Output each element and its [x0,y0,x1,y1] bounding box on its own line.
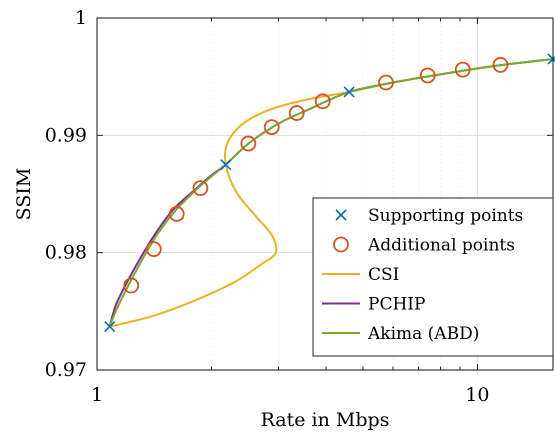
series-markers [104,53,555,333]
legend-label: CSI [368,265,399,285]
legend-swatch [335,209,347,221]
y-tick-label: 0.97 [45,359,87,381]
legend: Supporting points Additional points CSI PCH… [312,197,554,357]
additional-points-marker [288,105,305,121]
additional-points-marker [263,119,280,136]
legend-item-csi: CSI [322,265,399,285]
additional-points-marker [454,61,471,78]
legend-label: Supporting points [368,206,523,226]
additional-points-marker [240,135,257,152]
legend-label: Additional points [367,236,515,256]
plot-frame [96,17,554,371]
additional-points-marker [168,206,185,222]
x-tick-label: 1 [91,384,103,406]
additional-points-marker [314,93,331,110]
legend-box [312,197,554,357]
y-axis-title: SSIM [13,168,35,221]
additional-points-marker [378,74,394,91]
additional-points-marker [419,67,436,84]
supporting-points-marker [343,86,355,98]
legend-item-pchip: PCHIP [322,295,425,315]
legend-label: PCHIP [368,295,425,315]
legend-item-additional-points: Additional points [333,236,515,256]
x-axis-title: Rate in Mbps [261,409,390,431]
additional-points-marker [145,241,162,258]
y-tick-label: 0.99 [45,124,87,146]
legend-item-supporting-points: Supporting points [335,206,523,226]
legend-swatch [333,236,349,253]
x-tick-label: 10 [465,384,489,406]
legend-label: Akima (ABD) [367,324,479,344]
additional-points-marker [123,277,140,294]
tick-labels: 1 10 0.97 0.98 0.99 1 [45,7,490,406]
additional-points-marker [192,180,209,197]
additional-points-marker [492,57,509,73]
legend-item-akima-abd: Akima (ABD) [322,324,479,344]
y-tick-label: 1 [75,7,87,29]
supporting-points-marker [220,159,232,171]
supporting-points-marker [104,321,116,333]
y-tick-label: 0.98 [45,242,87,264]
